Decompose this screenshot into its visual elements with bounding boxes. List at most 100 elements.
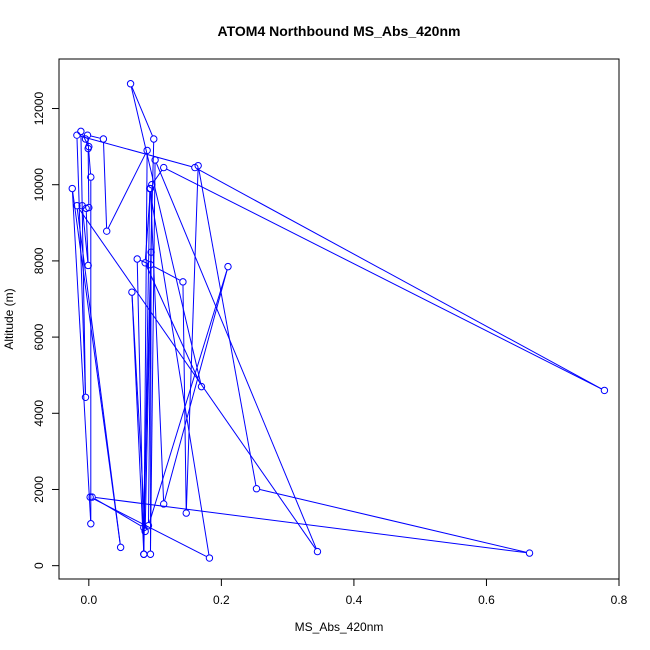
- data-point: [313, 547, 322, 556]
- series-segment: [150, 191, 165, 501]
- data-point: [146, 550, 155, 558]
- x-tick-label: 0.0: [80, 593, 97, 607]
- data-point: [144, 521, 153, 530]
- data-point: [82, 204, 90, 213]
- data-point: [116, 543, 125, 552]
- x-axis: 0.0 0.2 0.4 0.6 0.8: [80, 578, 628, 607]
- series-segment: [131, 86, 153, 136]
- data-point: [151, 156, 159, 164]
- data-point: [205, 554, 214, 562]
- series-segment: [95, 497, 527, 554]
- y-tick-label: 0: [32, 562, 46, 569]
- data-point: [86, 493, 94, 501]
- x-tick-label: 0.8: [611, 593, 628, 607]
- series-segment: [131, 295, 145, 551]
- data-point: [160, 500, 168, 508]
- series-segment: [166, 168, 602, 390]
- y-axis-label: Altitude (m): [2, 288, 16, 349]
- data-point: [160, 163, 168, 172]
- series-segment: [80, 134, 86, 394]
- y-axis: 0 2000 4000 6000 8000 10000 12000: [32, 92, 60, 569]
- data-point: [224, 262, 232, 271]
- data-point: [140, 550, 148, 558]
- data-point: [191, 163, 199, 172]
- data-point: [179, 278, 187, 286]
- data-point: [525, 549, 534, 557]
- series-segment: [197, 168, 602, 390]
- data-point: [99, 135, 108, 143]
- data-point: [87, 520, 95, 528]
- series-segment: [182, 285, 187, 510]
- series-segment: [155, 162, 317, 549]
- y-tick-label: 4000: [32, 400, 46, 427]
- series-segment: [130, 87, 202, 384]
- data-point: [103, 227, 111, 235]
- series-segment: [259, 489, 527, 553]
- series-segment: [94, 498, 142, 527]
- data-point: [143, 146, 151, 155]
- data-point: [73, 131, 81, 139]
- data-point: [83, 131, 92, 139]
- series-segment: [149, 191, 210, 555]
- series-segment: [76, 138, 86, 394]
- series-segment: [86, 142, 88, 144]
- data-point: [88, 493, 96, 501]
- x-axis-label: MS_Abs_420nm: [295, 620, 384, 634]
- series-segment: [164, 269, 228, 501]
- data-point: [148, 181, 156, 189]
- data-point: [147, 248, 155, 256]
- data-point: [146, 184, 155, 193]
- data-point: [81, 135, 90, 143]
- series-layer: [68, 80, 609, 562]
- data-point: [252, 485, 261, 493]
- chart-title: ATOM4 Northbound MS_Abs_420nm: [218, 23, 461, 39]
- data-point: [84, 261, 92, 270]
- data-point: [140, 523, 148, 532]
- series-segment: [76, 209, 121, 544]
- data-point: [128, 288, 136, 296]
- data-point: [73, 201, 81, 210]
- series-segment: [90, 135, 101, 139]
- data-point: [182, 509, 190, 517]
- series-segment: [185, 169, 199, 510]
- series-segment: [103, 142, 108, 228]
- series-segment: [198, 169, 257, 486]
- series-segment: [71, 191, 92, 521]
- data-point: [126, 80, 135, 88]
- series-segment: [82, 209, 89, 263]
- data-point: [77, 127, 85, 136]
- data-point: [150, 135, 158, 143]
- y-tick-label: 2000: [32, 476, 46, 503]
- series-segment: [148, 188, 153, 523]
- series-segment: [143, 153, 148, 551]
- x-tick-label: 0.6: [478, 593, 495, 607]
- series-segment: [149, 269, 228, 523]
- x-tick-label: 0.2: [213, 593, 230, 607]
- data-point: [81, 393, 90, 401]
- data-point: [197, 382, 206, 391]
- series-segment: [153, 265, 181, 281]
- data-point: [87, 173, 95, 181]
- data-point: [133, 255, 141, 263]
- series-segment: [80, 135, 192, 168]
- data-point: [68, 184, 76, 193]
- y-tick-label: 8000: [32, 247, 46, 274]
- y-tick-label: 10000: [32, 168, 46, 202]
- series-segment: [153, 170, 163, 183]
- series-segment: [136, 262, 145, 551]
- series-segment: [144, 191, 151, 260]
- data-point: [84, 144, 92, 153]
- y-tick-label: 6000: [32, 323, 46, 350]
- series-segment: [87, 138, 92, 174]
- series-segment: [149, 163, 156, 551]
- series-segment: [87, 152, 90, 205]
- y-tick-label: 12000: [32, 92, 46, 126]
- data-point: [146, 261, 155, 269]
- series-segment: [146, 265, 201, 384]
- x-tick-label: 0.4: [346, 593, 363, 607]
- data-point: [600, 386, 609, 395]
- data-point: [141, 259, 149, 267]
- series-segment: [85, 211, 89, 262]
- series-segment: [140, 259, 148, 264]
